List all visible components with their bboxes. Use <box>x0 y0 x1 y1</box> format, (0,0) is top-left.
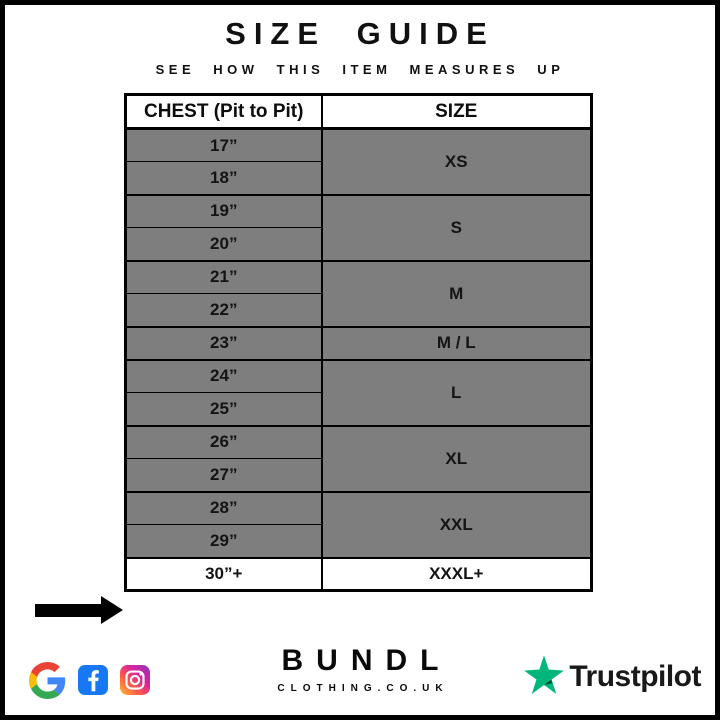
table-row: 17” XS <box>124 127 593 196</box>
chest-measurement-cell: 30”+ <box>124 556 323 592</box>
size-label-cell: XS <box>320 127 593 196</box>
table-row: 23” M / L <box>124 325 593 361</box>
table-header-row: CHEST (Pit to Pit) SIZE <box>124 93 593 130</box>
table-row: 20” <box>124 227 592 262</box>
page-subtitle: SEE HOW THIS ITEM MEASURES UP <box>155 62 565 77</box>
size-label-cell: XL <box>320 424 593 493</box>
table-row: 26” XL <box>124 424 593 493</box>
chest-measurement-cell: 24” <box>124 358 323 393</box>
brand-name: BUNDL <box>281 644 452 677</box>
table-row: 27” <box>124 458 592 493</box>
table-row: 28” XXL <box>124 490 593 559</box>
size-label-cell: S <box>320 193 593 262</box>
table-row: 29” <box>124 524 592 559</box>
chest-measurement-cell: 27” <box>124 458 323 493</box>
trustpilot-star-icon <box>524 655 565 699</box>
trustpilot-logo[interactable]: Trustpilot <box>524 655 701 699</box>
arrow-head <box>101 596 123 624</box>
page-title: SIZE GUIDE <box>225 16 495 51</box>
size-table: CHEST (Pit to Pit) SIZE 17” XS 18” 19” S 20” 2… <box>124 93 593 592</box>
col-header-size: SIZE <box>320 93 593 130</box>
size-label-cell: M <box>320 259 593 328</box>
right-arrow-icon <box>35 596 127 624</box>
chest-measurement-cell: 20” <box>124 227 323 262</box>
brand-domain: CLOTHING.CO.UK <box>277 683 449 694</box>
chest-measurement-cell: 28” <box>124 490 323 525</box>
facebook-icon[interactable] <box>78 665 108 695</box>
table-row: 22” <box>124 293 592 328</box>
google-icon[interactable] <box>29 661 66 699</box>
chest-measurement-cell: 17” <box>124 127 323 162</box>
size-label-cell: XXL <box>320 490 593 559</box>
chest-measurement-cell: 19” <box>124 193 323 228</box>
arrow-shaft <box>35 603 101 617</box>
trustpilot-label: Trustpilot <box>569 660 701 693</box>
table-row: 21” M <box>124 259 593 328</box>
chest-measurement-cell: 25” <box>124 392 323 427</box>
col-header-chest: CHEST (Pit to Pit) <box>124 93 323 130</box>
size-label-cell: M / L <box>320 325 593 361</box>
chest-measurement-cell: 23” <box>124 325 323 361</box>
instagram-icon[interactable] <box>120 665 150 695</box>
social-icons <box>29 659 150 701</box>
chest-measurement-cell: 22” <box>124 293 323 328</box>
brand-logo: BUNDL CLOTHING.CO.UK <box>5 644 715 694</box>
table-row: 24” L <box>124 358 593 427</box>
chest-measurement-cell: 26” <box>124 424 323 459</box>
chest-measurement-cell: 21” <box>124 259 323 294</box>
table-row: 30”+ XXXL+ <box>124 556 593 592</box>
table-row: 18” <box>124 161 592 196</box>
table-row: 19” S <box>124 193 593 262</box>
chest-measurement-cell: 18” <box>124 161 323 196</box>
chest-measurement-cell: 29” <box>124 524 323 559</box>
size-label-cell: XXXL+ <box>320 556 593 592</box>
table-row: 25” <box>124 392 592 427</box>
size-label-cell: L <box>320 358 593 427</box>
